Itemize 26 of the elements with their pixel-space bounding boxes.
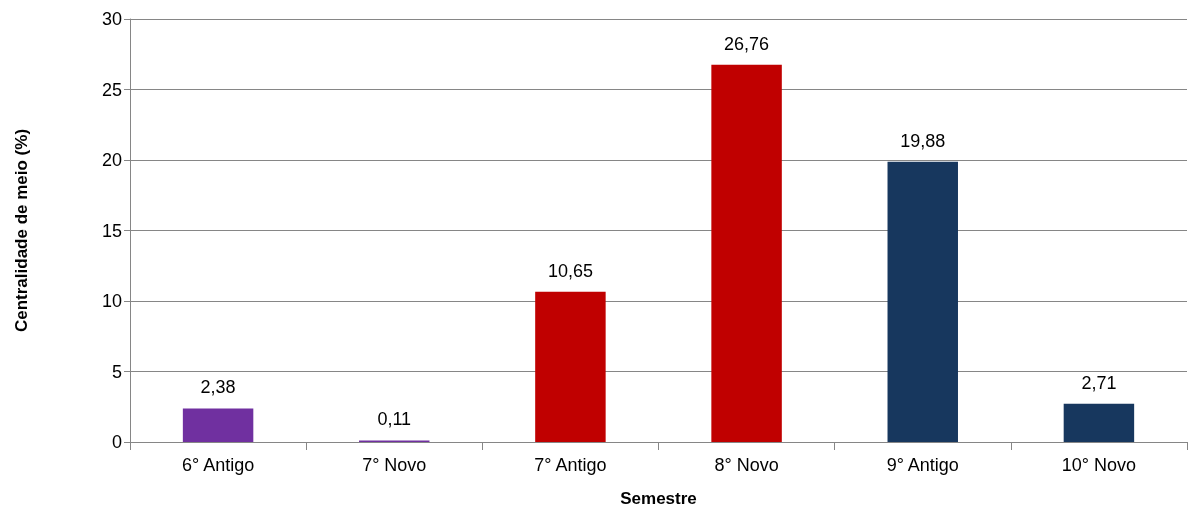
x-axis-title: Semestre (620, 489, 697, 508)
x-tick-label: 9° Antigo (886, 455, 959, 475)
y-axis-title: Centralidade de meio (%) (12, 128, 31, 333)
data-label: 2,38 (200, 377, 236, 398)
data-label: 2,71 (1081, 372, 1117, 393)
x-tick-label: 6° Antigo (181, 455, 255, 475)
y-tick-label: 15 (101, 220, 122, 241)
x-tick-label: 10° Novo (1061, 455, 1137, 475)
data-label: 0,11 (377, 409, 412, 430)
bar (182, 408, 254, 442)
data-label: 19,88 (900, 130, 946, 151)
bar (711, 64, 782, 442)
data-label: 10,65 (547, 260, 593, 281)
bar (1063, 403, 1135, 442)
y-tick-label: 5 (111, 361, 122, 382)
bar (535, 291, 606, 442)
y-tick-label: 25 (101, 79, 122, 100)
x-tick-label: 7° Novo (362, 455, 427, 475)
x-tick-label: 8° Novo (714, 455, 779, 475)
y-tick-label: 20 (101, 150, 122, 170)
x-tick-label: 7° Antigo (534, 455, 607, 475)
y-tick-label: 0 (111, 432, 122, 452)
bar (887, 161, 958, 442)
y-tick-label: 30 (101, 9, 122, 29)
y-tick-label: 10 (101, 291, 122, 311)
data-label: 26,76 (724, 33, 770, 54)
